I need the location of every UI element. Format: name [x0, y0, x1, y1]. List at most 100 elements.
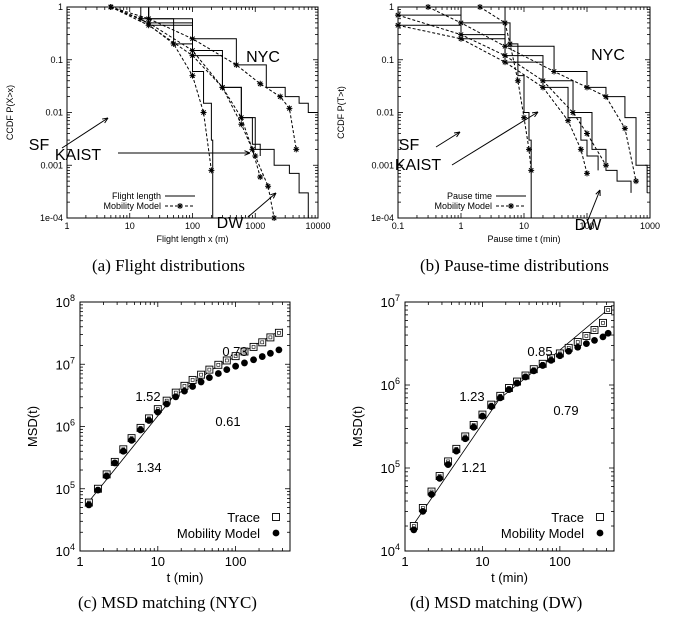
caption-c: (c) MSD matching (NYC) — [78, 593, 257, 613]
chart-b-model-marker — [633, 178, 639, 184]
chart-a-model-marker — [286, 105, 292, 111]
chart-a-model-marker — [293, 146, 299, 152]
chart-b-arrow-sf — [436, 132, 460, 147]
chart-b-arrowhead-sf — [454, 132, 460, 137]
chart-a-ytick-label: 1e-04 — [40, 213, 63, 223]
chart-c-model-marker — [163, 401, 170, 408]
chart-d-model-marker — [462, 435, 469, 442]
chart-b-x-axis-label: Pause time t (min) — [487, 234, 560, 244]
chart-d-model-marker — [574, 344, 581, 351]
chart-c-legend-swatch-model — [273, 530, 280, 537]
chart-d-slope-label-0-79: 0.79 — [553, 403, 578, 418]
chart-c-model-marker — [172, 393, 179, 400]
chart-b-legend-label-0: Pause time — [447, 191, 492, 201]
chart-d-model-marker — [488, 403, 495, 410]
chart-c-xtick-label: 10 — [151, 554, 165, 569]
chart-b-xtick-label: 1000 — [640, 221, 660, 231]
chart-a-model-marker — [233, 62, 239, 68]
chart-c-trace-marker — [215, 361, 222, 368]
chart-c-ytick-label-exponent: 4 — [70, 542, 75, 552]
chart-d-trace-marker — [591, 326, 598, 333]
chart-b-xtick-label: 10 — [519, 221, 529, 231]
chart-d-legend-swatch-trace — [597, 514, 604, 521]
chart-a-annotation-nyc: NYC — [246, 49, 280, 66]
chart-a-model-marker — [271, 215, 277, 221]
chart-d-ytick-label-exponent: 5 — [395, 459, 400, 469]
chart-b-xtick-label: 1 — [458, 221, 463, 231]
chart-a-model-marker — [108, 4, 114, 10]
chart-d-model-marker — [419, 508, 426, 515]
chart-d-ytick-label-exponent: 7 — [395, 293, 400, 303]
chart-d-model-marker — [539, 362, 546, 369]
chart-a-ytick-label: 1 — [58, 2, 63, 12]
chart-a-legend-label-1: Mobility Model — [103, 201, 161, 211]
chart-a-series-sf-model — [111, 7, 212, 170]
chart-d-x-axis-label: t (min) — [491, 570, 528, 585]
chart-d-model-marker — [445, 461, 452, 468]
chart-c-x-axis-label: t (min) — [167, 570, 204, 585]
chart-c-ytick-label: 106 — [56, 418, 75, 435]
chart-a-model-marker — [265, 183, 271, 189]
chart-b-model-marker — [395, 12, 401, 18]
chart-c-model-marker — [95, 487, 102, 494]
chart-c-xtick-label: 1 — [76, 554, 83, 569]
chart-c-model-marker — [120, 448, 127, 455]
chart-d-trace-marker — [583, 332, 590, 339]
chart-c-model-marker — [206, 374, 213, 381]
chart-c-model-marker — [154, 409, 161, 416]
chart-c-model-marker — [181, 388, 188, 395]
chart-a-xtick-label: 10000 — [305, 221, 330, 231]
chart-a-annotation-sf: SF — [29, 137, 50, 154]
chart-b-ytick-label: 0.001 — [371, 160, 394, 170]
chart-a-y-axis-label: CCDF P(X>x) — [5, 85, 15, 140]
chart-c-ytick-label: 107 — [56, 355, 75, 372]
chart-c-legend-label-model: Mobility Model — [177, 526, 260, 541]
chart-a-legend-label-0: Flight length — [112, 191, 161, 201]
caption-b: (b) Pause-time distributions — [420, 256, 609, 276]
chart-a-model-marker — [208, 167, 214, 173]
chart-d-model-marker — [453, 448, 460, 455]
chart-b-model-marker — [570, 110, 576, 116]
chart-c-y-axis-label: MSD(t) — [25, 406, 40, 447]
chart-b-model-marker — [565, 118, 571, 124]
chart-d-xtick-label: 100 — [549, 554, 571, 569]
chart-b-series-kaist-trace — [398, 25, 598, 170]
chart-a-xtick-label: 1000 — [245, 221, 265, 231]
chart-c-ytick-label: 104 — [56, 542, 75, 559]
chart-b-legend-label-1: Mobility Model — [434, 201, 492, 211]
chart-b-model-marker — [425, 4, 431, 10]
chart-c-model-marker — [275, 347, 282, 354]
chart-c-slope-label-0-61: 0.61 — [215, 414, 240, 429]
chart-d-ytick-label-exponent: 4 — [395, 542, 400, 552]
chart-b-model-marker — [540, 84, 546, 90]
chart-c-trace-marker — [250, 343, 257, 350]
chart-d-legend-swatch-model — [597, 530, 604, 537]
chart-d-slope-label-1-21: 1.21 — [461, 460, 486, 475]
chart-d-model-marker — [605, 330, 612, 337]
chart-d-trace-marker — [605, 307, 612, 314]
chart-a-model-marker — [138, 16, 144, 22]
chart-b-model-marker — [528, 167, 534, 173]
caption-d: (d) MSD matching (DW) — [410, 593, 582, 613]
chart-a-series-kaist-trace — [111, 7, 260, 156]
chart-b-ytick-label: 1 — [389, 2, 394, 12]
chart-b-annotation-nyc: NYC — [591, 47, 625, 64]
chart-d-legend-label-trace: Trace — [551, 510, 584, 525]
chart-b-model-marker — [507, 41, 513, 47]
chart-c-ytick-label: 105 — [56, 480, 75, 497]
chart-d-model-marker — [436, 475, 443, 482]
chart-a-xtick-label: 10 — [125, 221, 135, 231]
chart-c-trace-marker — [275, 329, 282, 336]
chart-b-model-marker — [584, 84, 590, 90]
chart-b-ytick-label: 0.1 — [381, 55, 394, 65]
chart-d-xtick-label: 1 — [401, 554, 408, 569]
chart-d-ytick-label: 106 — [381, 376, 400, 393]
chart-c-model-marker — [232, 363, 239, 370]
chart-a-series-kaist-model — [111, 7, 260, 177]
chart-d-trace-marker — [599, 319, 606, 326]
chart-d-ytick-label: 105 — [381, 459, 400, 476]
chart-c-model-marker — [250, 356, 257, 363]
chart-a-xtick-label: 1 — [64, 221, 69, 231]
chart-b-ytick-label: 0.01 — [376, 108, 394, 118]
